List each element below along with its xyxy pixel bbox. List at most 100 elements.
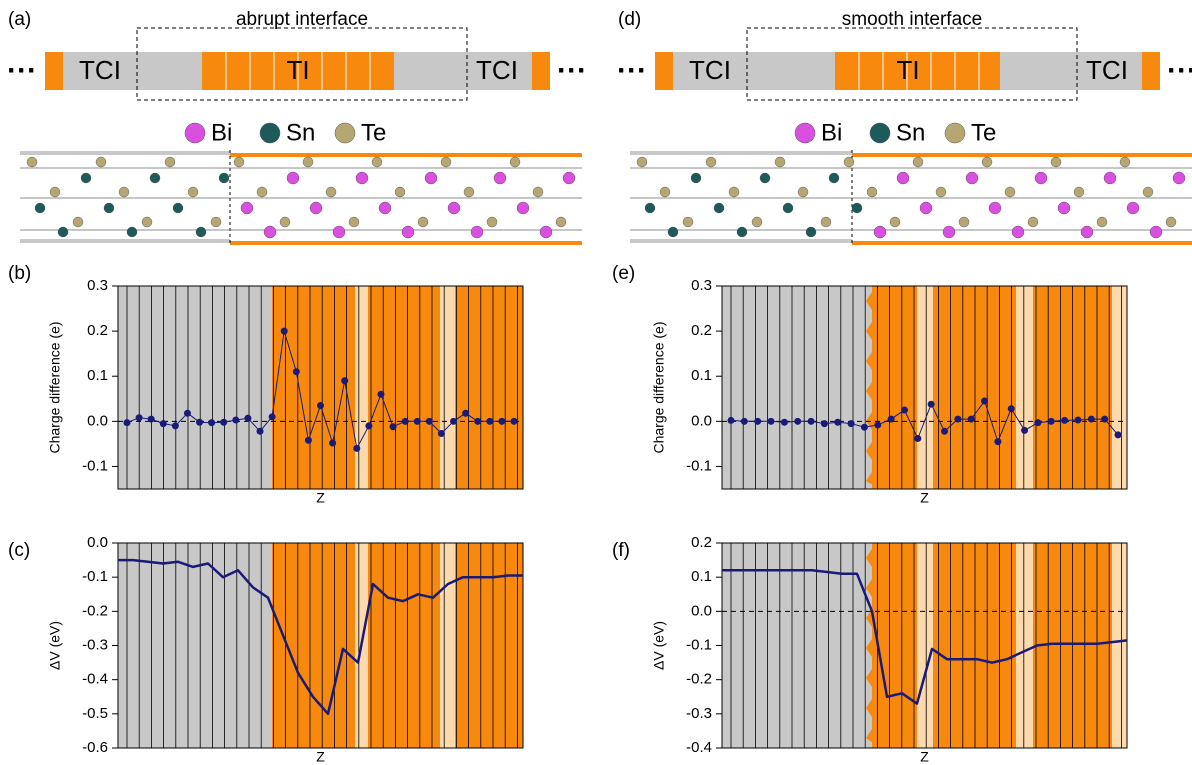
atom <box>919 201 933 215</box>
atom <box>187 186 199 198</box>
y-tick-label: 0.2 <box>87 322 108 339</box>
plot-frame <box>721 285 1128 490</box>
atom <box>195 226 207 238</box>
atom <box>774 156 786 168</box>
data-point <box>389 423 397 431</box>
data-point <box>994 438 1002 446</box>
data-point <box>462 409 470 417</box>
atom <box>889 216 901 228</box>
schematic-title: smooth interface <box>842 9 982 30</box>
atom <box>851 202 863 214</box>
data-point <box>268 413 276 421</box>
x-axis-label: Z <box>920 749 929 765</box>
atom <box>394 186 406 198</box>
ellipsis: ··· <box>1167 54 1192 87</box>
atom <box>1165 216 1177 228</box>
atom <box>126 226 138 238</box>
data-point <box>820 420 828 428</box>
atom <box>820 216 832 228</box>
atom <box>103 202 115 214</box>
x-axis-label: Z <box>920 490 929 506</box>
atom <box>690 172 702 184</box>
atom <box>355 171 369 185</box>
atom <box>1050 156 1062 168</box>
data-point <box>981 397 989 405</box>
y-tick-label: 0.0 <box>87 534 108 551</box>
atom <box>424 171 438 185</box>
atom <box>1080 225 1094 239</box>
data-point <box>510 417 518 425</box>
atom-swatch <box>184 122 206 144</box>
region <box>455 286 523 489</box>
label-ti: TI <box>286 55 309 85</box>
panel-label: (b) <box>8 263 31 284</box>
region <box>917 286 933 489</box>
atom <box>532 186 544 198</box>
atom <box>713 202 725 214</box>
data-point <box>954 415 962 423</box>
panel-label: (f) <box>612 540 630 561</box>
data-point <box>794 417 802 425</box>
atom <box>57 226 69 238</box>
atom <box>1172 171 1186 185</box>
y-tick-label: -0.1 <box>686 457 712 474</box>
label-tci: TCI <box>79 55 121 85</box>
ellipsis: ··· <box>557 54 587 87</box>
atom <box>149 172 161 184</box>
atom <box>470 225 484 239</box>
data-point <box>280 327 288 335</box>
atom <box>302 156 314 168</box>
data-point <box>220 418 228 426</box>
data-point <box>413 417 421 425</box>
data-point <box>377 390 385 398</box>
ellipsis: ··· <box>617 54 647 87</box>
region <box>1016 543 1033 748</box>
atom <box>797 186 809 198</box>
y-tick-label: 0.0 <box>691 412 712 429</box>
y-axis-label: Charge difference (e) <box>651 321 667 453</box>
y-tick-label: -0.1 <box>82 457 108 474</box>
y-axis-label: ΔV (eV) <box>47 621 63 670</box>
y-tick-label: 0.2 <box>691 534 712 551</box>
data-point <box>147 415 155 423</box>
atom <box>493 171 507 185</box>
bar-end <box>1142 52 1160 90</box>
atom-swatch <box>944 122 966 144</box>
data-point <box>1114 431 1122 439</box>
panel-label: (a) <box>8 9 31 30</box>
data-point <box>740 417 748 425</box>
atom <box>705 156 717 168</box>
atom <box>728 186 740 198</box>
region <box>933 286 1016 489</box>
atom <box>1027 216 1039 228</box>
data-point <box>927 400 935 408</box>
atom <box>1142 186 1154 198</box>
bar-end <box>532 52 550 90</box>
atom <box>682 216 694 228</box>
atom <box>636 156 648 168</box>
atom <box>240 201 254 215</box>
atom <box>873 225 887 239</box>
interface-box <box>746 27 1078 101</box>
data-point <box>900 406 908 414</box>
data-point <box>860 423 868 431</box>
atom-swatch <box>334 122 356 144</box>
y-tick-label: -0.6 <box>82 739 108 756</box>
interface-zigzag <box>866 286 880 489</box>
data-point <box>244 414 252 422</box>
region <box>722 543 872 748</box>
plot-frame <box>117 285 524 490</box>
data-point <box>135 414 143 422</box>
data-point <box>232 416 240 424</box>
atom <box>751 216 763 228</box>
bar-ti <box>835 52 1000 90</box>
y-tick-label: 0.3 <box>691 277 712 294</box>
bar-end <box>655 52 673 90</box>
y-tick-label: -0.5 <box>82 705 108 722</box>
atom <box>440 156 452 168</box>
region <box>455 543 523 748</box>
atom <box>935 186 947 198</box>
atom <box>325 186 337 198</box>
data-point <box>123 419 131 427</box>
atom <box>172 202 184 214</box>
